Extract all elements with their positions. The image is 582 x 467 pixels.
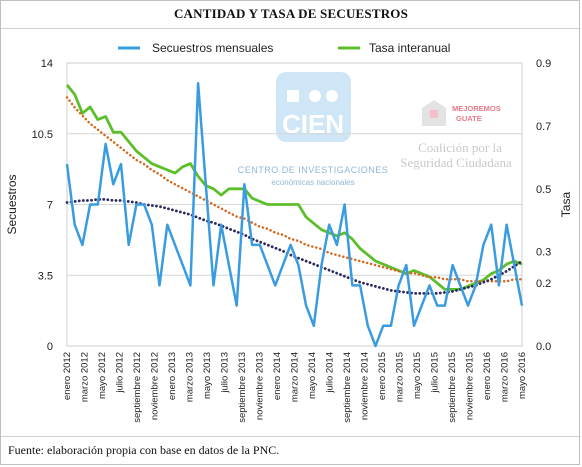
legend-label-0: Secuestros mensuales	[152, 41, 273, 55]
cien-logo-circle-2	[326, 90, 338, 102]
y-right-tick-4: 0.7	[536, 121, 551, 133]
x-tick-22: septiembre 2015	[447, 352, 458, 423]
cien-logo-box	[276, 72, 351, 142]
watermark-logos: CIEN CENTRO DE INVESTIGACIONES económicas …	[238, 72, 512, 187]
y-right-tick-5: 0.9	[536, 58, 551, 70]
y-left-label: Secuestros	[5, 174, 19, 234]
x-tick-9: julio 2013	[220, 352, 231, 394]
x-tick-17: noviembre 2014	[360, 352, 371, 420]
cien-logo-circle-1	[309, 90, 321, 102]
x-tick-10: septiembre 2013	[237, 352, 248, 423]
chart-title: CANTIDAD Y TASA DE SECUESTROS	[173, 6, 409, 21]
y-right-tick-1: 0.2	[536, 278, 551, 290]
source-note: Fuente: elaboración propia con base en d…	[8, 443, 280, 457]
x-tick-1: marzo 2012	[80, 352, 91, 402]
x-tick-6: enero 2013	[167, 352, 178, 400]
mg-logo-accent	[430, 110, 438, 118]
x-tick-15: julio 2014	[325, 352, 336, 394]
y-left-tick-0: 0	[47, 341, 53, 353]
x-tick-3: julio 2012	[115, 352, 126, 394]
coalition-text-2: Seguridad Ciudadana	[400, 155, 512, 170]
x-tick-21: julio 2015	[430, 352, 441, 394]
title-divider	[1, 28, 579, 29]
series-line-2	[65, 96, 524, 283]
cien-logo-text: CIEN	[282, 109, 344, 139]
y-left-tick-3: 10.5	[32, 129, 53, 141]
x-tick-7: marzo 2013	[185, 352, 196, 402]
y-right-tick-2: 0.3	[536, 247, 551, 259]
x-tick-14: mayo 2014	[307, 352, 318, 399]
x-tick-12: enero 2014	[272, 352, 283, 400]
x-tick-0: enero 2012	[62, 352, 73, 400]
series-line-0	[65, 81, 524, 348]
cien-logo-square	[287, 90, 299, 102]
x-tick-18: enero 2015	[377, 352, 388, 400]
y-right-tick-0: 0.0	[536, 341, 551, 353]
series-line-1	[65, 84, 523, 291]
x-tick-11: noviembre 2013	[255, 352, 266, 420]
x-tick-5: noviembre 2012	[150, 352, 161, 420]
x-tick-13: marzo 2014	[290, 352, 301, 402]
plot-area	[66, 62, 523, 347]
y-right-label: Tasa	[559, 192, 573, 218]
cien-logo-subtitle-2: económicas nacionales	[271, 178, 354, 187]
x-tick-2: mayo 2012	[97, 352, 108, 399]
mg-logo-text-1: MEJOREMOS	[452, 104, 501, 113]
y-left-tick-2: 7	[47, 200, 53, 212]
x-tick-24: enero 2016	[482, 352, 493, 400]
y-left-tick-1: 3.5	[38, 270, 53, 282]
x-tick-16: septiembre 2014	[342, 352, 353, 423]
x-tick-20: mayo 2015	[412, 352, 423, 399]
x-tick-25: marzo 2016	[500, 352, 511, 402]
y-left-tick-4: 14	[41, 58, 53, 70]
cien-logo-subtitle: CENTRO DE INVESTIGACIONES	[238, 165, 389, 175]
legend-label-1: Tasa interanual	[369, 41, 450, 55]
x-tick-19: marzo 2015	[395, 352, 406, 402]
y-right-tick-3: 0.5	[536, 184, 551, 196]
coalition-text-1: Coalición por la	[418, 140, 502, 155]
mg-logo-text-2: GUATE	[456, 114, 482, 123]
x-tick-8: mayo 2013	[202, 352, 213, 399]
x-tick-23: noviembre 2015	[465, 352, 476, 420]
x-tick-26: mayo 2016	[517, 352, 528, 399]
x-tick-4: septiembre 2012	[132, 352, 143, 423]
source-divider	[1, 436, 579, 437]
